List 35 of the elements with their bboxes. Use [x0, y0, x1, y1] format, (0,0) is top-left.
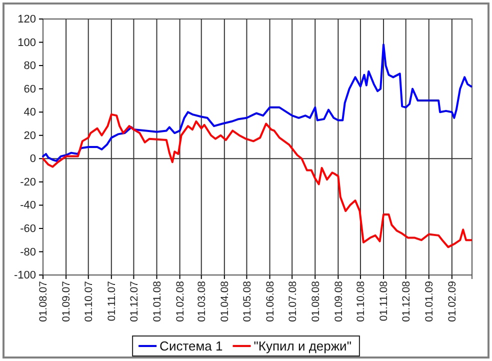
line-series — [42, 113, 472, 248]
y-tick-label: -80 — [20, 246, 36, 258]
x-tick-label: 01.10.08 — [355, 280, 368, 322]
x-tick-label: 01.04.08 — [219, 280, 232, 322]
line-series — [42, 44, 472, 162]
y-tick-label: 80 — [24, 60, 36, 72]
x-tick-label: 01.12.07 — [128, 280, 140, 322]
y-tick-label: 120 — [18, 14, 36, 26]
x-tick-label: 01.07.08 — [286, 280, 299, 322]
x-tick-label: 01.01.09 — [424, 280, 436, 322]
y-tick-label: 40 — [24, 106, 36, 119]
y-tick-label: 0 — [30, 153, 36, 166]
legend-label: Система 1 — [160, 338, 223, 354]
legend-label: "Купил и держи" — [254, 338, 352, 354]
y-tick-label: -100 — [14, 270, 36, 282]
x-tick-label: 01.09.07 — [60, 280, 73, 322]
x-tick-label: 01.12.08 — [400, 280, 413, 322]
y-tick-label: 60 — [24, 83, 36, 96]
y-tick-label: -60 — [20, 222, 36, 235]
x-tick-label: 01.08.08 — [310, 280, 322, 322]
x-tick-label: 01.11.08 — [378, 280, 390, 322]
x-tick-label: 01.06.08 — [264, 280, 276, 322]
x-tick-label: 01.09.08 — [332, 280, 345, 322]
x-tick-label: 01.10.07 — [83, 280, 96, 322]
x-tick-label: 01.05.08 — [241, 280, 254, 322]
y-tick-label: 100 — [18, 36, 36, 49]
x-tick-label: 01.01.08 — [151, 280, 164, 322]
y-tick-label: -40 — [20, 200, 36, 212]
x-tick-label: 01.02.08 — [174, 280, 186, 322]
x-tick-label: 01.08.07 — [38, 280, 50, 322]
x-tick-label: 01.02.09 — [446, 280, 459, 322]
x-tick-label: 01.11.07 — [106, 280, 118, 322]
y-tick-label: -20 — [20, 176, 36, 188]
x-tick-label: 01.03.08 — [196, 280, 208, 322]
y-tick-label: 20 — [24, 130, 36, 142]
